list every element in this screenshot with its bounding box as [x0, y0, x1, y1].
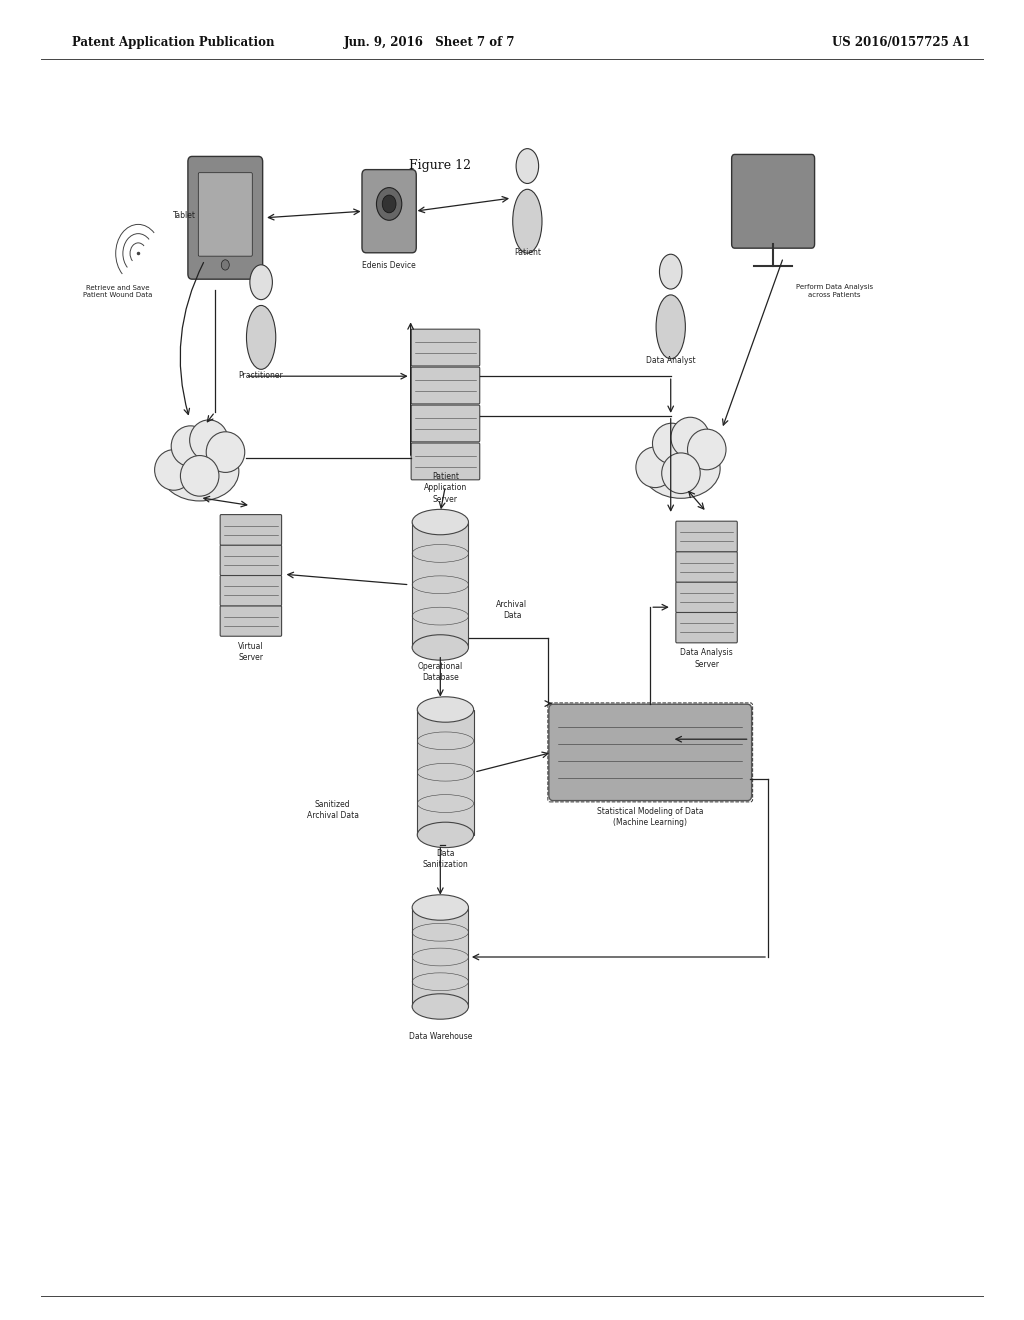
FancyBboxPatch shape: [188, 157, 262, 280]
Polygon shape: [412, 521, 469, 647]
Ellipse shape: [382, 195, 396, 213]
Ellipse shape: [687, 429, 726, 470]
Ellipse shape: [412, 895, 469, 920]
Ellipse shape: [671, 417, 710, 458]
Text: Archival
Data: Archival Data: [497, 599, 527, 620]
FancyBboxPatch shape: [411, 444, 479, 480]
Ellipse shape: [636, 447, 675, 487]
Ellipse shape: [659, 255, 682, 289]
Text: Patient
Application
Server: Patient Application Server: [424, 473, 467, 504]
Ellipse shape: [418, 697, 473, 722]
Ellipse shape: [161, 441, 239, 502]
FancyBboxPatch shape: [676, 612, 737, 643]
FancyBboxPatch shape: [362, 170, 416, 253]
Polygon shape: [412, 908, 469, 1006]
FancyBboxPatch shape: [199, 173, 252, 256]
Ellipse shape: [516, 149, 539, 183]
Ellipse shape: [250, 265, 272, 300]
Ellipse shape: [412, 510, 469, 535]
FancyBboxPatch shape: [220, 576, 282, 606]
FancyBboxPatch shape: [676, 582, 737, 612]
Ellipse shape: [513, 189, 542, 253]
Text: Data Analysis
Server: Data Analysis Server: [680, 648, 733, 669]
Text: Patent Application Publication: Patent Application Publication: [72, 36, 274, 49]
FancyBboxPatch shape: [676, 552, 737, 582]
Text: Data Analyst: Data Analyst: [646, 356, 695, 366]
Ellipse shape: [180, 455, 219, 496]
Ellipse shape: [662, 453, 700, 494]
Text: Patient: Patient: [514, 248, 541, 257]
Ellipse shape: [221, 260, 229, 271]
Text: Sanitized
Archival Data: Sanitized Archival Data: [307, 800, 358, 821]
Ellipse shape: [189, 420, 228, 461]
Ellipse shape: [652, 424, 691, 463]
Text: US 2016/0157725 A1: US 2016/0157725 A1: [833, 36, 970, 49]
FancyBboxPatch shape: [549, 705, 752, 800]
Text: Edenis Device: Edenis Device: [362, 261, 416, 271]
Text: Jun. 9, 2016   Sheet 7 of 7: Jun. 9, 2016 Sheet 7 of 7: [344, 36, 516, 49]
FancyBboxPatch shape: [220, 515, 282, 545]
FancyBboxPatch shape: [220, 545, 282, 576]
Text: Operational
Database: Operational Database: [418, 661, 463, 682]
Ellipse shape: [377, 187, 401, 220]
Text: Data
Sanitization: Data Sanitization: [423, 849, 468, 870]
Ellipse shape: [642, 438, 720, 499]
FancyBboxPatch shape: [411, 367, 479, 404]
Ellipse shape: [656, 294, 685, 359]
FancyBboxPatch shape: [411, 405, 479, 442]
Ellipse shape: [412, 994, 469, 1019]
Ellipse shape: [418, 822, 473, 847]
Text: Tablet: Tablet: [173, 211, 196, 220]
Text: Retrieve and Save
Patient Wound Data: Retrieve and Save Patient Wound Data: [83, 285, 153, 298]
Ellipse shape: [412, 635, 469, 660]
Text: Data Warehouse: Data Warehouse: [409, 1032, 472, 1041]
Text: Practitioner: Practitioner: [239, 371, 284, 380]
Ellipse shape: [155, 450, 194, 490]
FancyBboxPatch shape: [676, 521, 737, 552]
Text: Figure 12: Figure 12: [410, 158, 471, 172]
Polygon shape: [418, 710, 473, 836]
Text: Statistical Modeling of Data
(Machine Learning): Statistical Modeling of Data (Machine Le…: [597, 807, 703, 828]
Ellipse shape: [206, 432, 245, 473]
Text: Virtual
Server: Virtual Server: [238, 642, 264, 663]
FancyBboxPatch shape: [411, 329, 479, 366]
Ellipse shape: [171, 426, 210, 466]
FancyBboxPatch shape: [220, 606, 282, 636]
Ellipse shape: [247, 305, 275, 370]
Text: Perform Data Analysis
across Patients: Perform Data Analysis across Patients: [796, 285, 873, 298]
FancyBboxPatch shape: [731, 154, 815, 248]
